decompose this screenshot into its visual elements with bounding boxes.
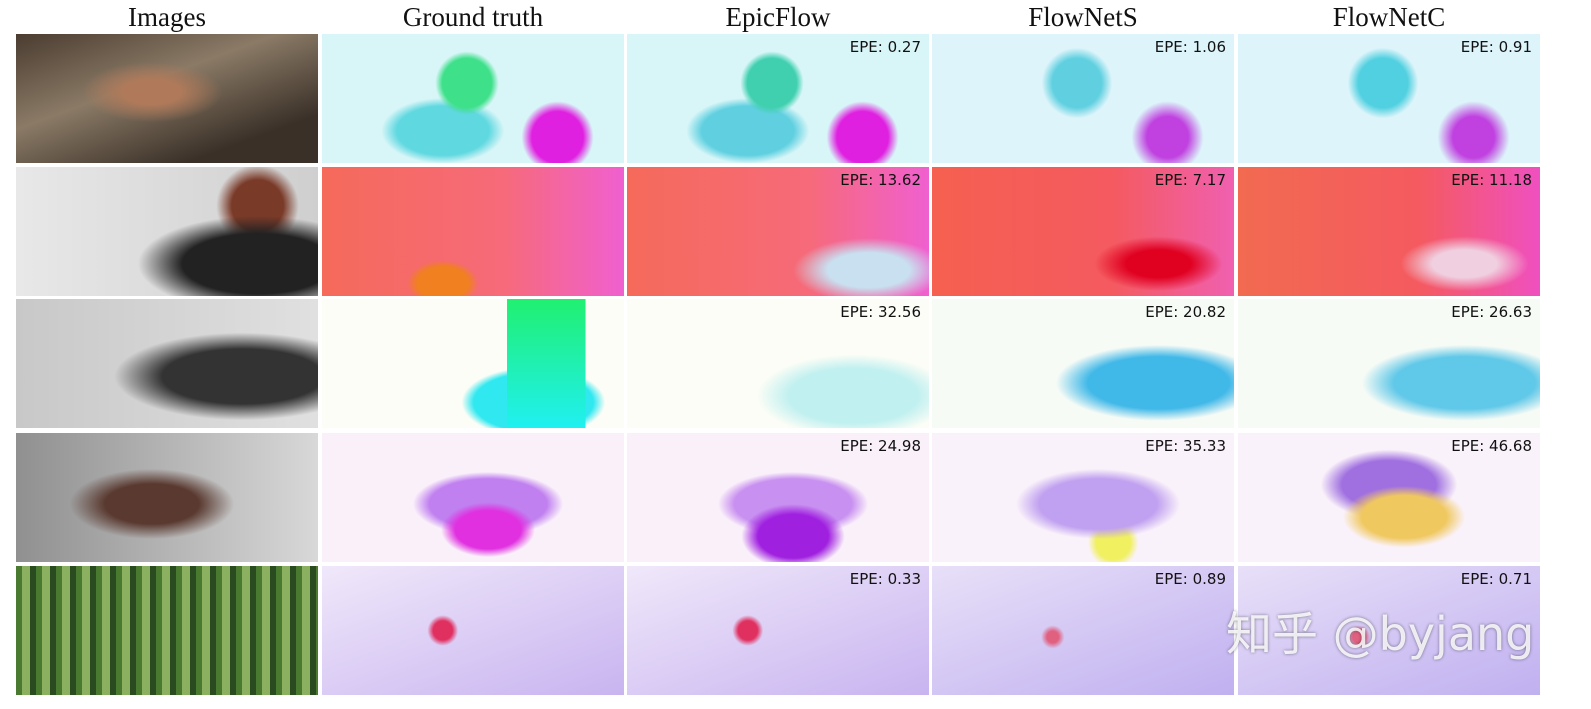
column-header: FlowNetS (1028, 2, 1138, 32)
watermark: 知乎 @byjang (1226, 607, 1535, 661)
epe-label: EPE: 11.18 (1451, 171, 1532, 189)
flow-image (322, 433, 624, 562)
epe-label: EPE: 7.17 (1154, 171, 1226, 189)
flow-image: EPE: 24.98 (627, 433, 929, 562)
flow-image: EPE: 46.68 (1238, 433, 1540, 562)
epe-label: EPE: 35.33 (1145, 437, 1226, 455)
column-header: Ground truth (402, 2, 544, 32)
epe-label: EPE: 20.82 (1145, 303, 1226, 321)
epe-label: EPE: 0.71 (1460, 570, 1532, 588)
epe-label: EPE: 13.62 (840, 171, 921, 189)
epe-label: EPE: 0.27 (849, 38, 921, 56)
flow-image: EPE: 26.63 (1238, 299, 1540, 428)
epe-label: EPE: 0.33 (849, 570, 921, 588)
input-image (16, 34, 318, 163)
input-image (16, 167, 318, 296)
flow-image: EPE: 0.89 (932, 566, 1234, 695)
flow-image (322, 167, 624, 296)
flow-image: EPE: 35.33 (932, 433, 1234, 562)
epe-label: EPE: 1.06 (1154, 38, 1226, 56)
epe-label: EPE: 32.56 (840, 303, 921, 321)
flow-image: EPE: 1.06 (932, 34, 1234, 163)
epe-label: EPE: 46.68 (1451, 437, 1532, 455)
column-header: FlowNetC (1332, 2, 1446, 32)
input-image (16, 566, 318, 695)
epe-label: EPE: 0.91 (1460, 38, 1532, 56)
flow-image (322, 299, 624, 428)
column-header: EpicFlow (725, 2, 831, 32)
epe-label: EPE: 26.63 (1451, 303, 1532, 321)
input-image (16, 299, 318, 428)
flow-image: EPE: 13.62 (627, 167, 929, 296)
epe-label: EPE: 24.98 (840, 437, 921, 455)
flow-image: EPE: 0.71 (1238, 566, 1540, 695)
flow-image: EPE: 0.27 (627, 34, 929, 163)
column-header: Images (128, 2, 206, 32)
flow-image: EPE: 0.91 (1238, 34, 1540, 163)
flow-image: EPE: 0.33 (627, 566, 929, 695)
flow-image (322, 34, 624, 163)
flow-image: EPE: 7.17 (932, 167, 1234, 296)
flow-image: EPE: 11.18 (1238, 167, 1540, 296)
input-image (16, 433, 318, 562)
flow-image: EPE: 32.56 (627, 299, 929, 428)
flow-image: EPE: 20.82 (932, 299, 1234, 428)
epe-label: EPE: 0.89 (1154, 570, 1226, 588)
flow-image (322, 566, 624, 695)
